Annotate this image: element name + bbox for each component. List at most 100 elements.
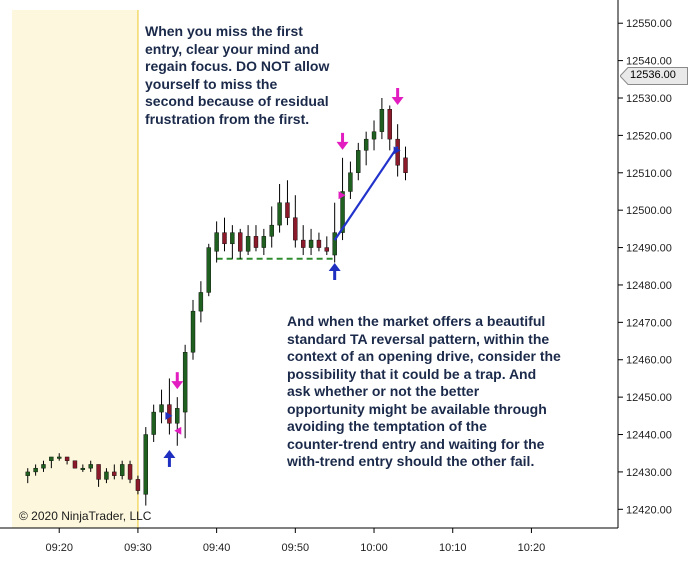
candle-body (214, 232, 219, 252)
x-tick-label: 09:40 (203, 542, 231, 554)
candle-body (261, 236, 267, 248)
candle-body (332, 232, 337, 256)
marker-triangle-right (165, 411, 173, 420)
annotation-bottom-line: counter-trend entry and waiting for the (287, 435, 545, 452)
y-tick-label: 12450.00 (626, 392, 672, 404)
current-price-label: 12536.00 (630, 69, 676, 81)
candle-body (135, 479, 141, 491)
marker-triangle-right (338, 191, 346, 200)
annotation-top: When you miss the first entry, clear you… (145, 23, 329, 128)
price-tag-shape (620, 67, 688, 85)
current-price-tag: 12536.00 (620, 67, 688, 85)
candle-body (190, 310, 196, 353)
annotation-bottom-line: And when the market offers a beautiful (287, 313, 546, 329)
candle-body (356, 150, 361, 173)
session-shade (12, 10, 138, 528)
y-tick-label: 12470.00 (626, 317, 672, 329)
candle-body (25, 471, 30, 476)
candle-body (293, 217, 298, 241)
candle-body (277, 202, 282, 226)
candle-body (64, 456, 70, 461)
y-tick-label: 12480.00 (626, 280, 672, 292)
candle-body (253, 236, 259, 248)
x-tick-label: 10:20 (518, 542, 546, 554)
annotation-bottom-line: avoiding the temptation of the (287, 418, 487, 434)
marker-arrow-up (163, 449, 176, 458)
y-tick-label: 12440.00 (626, 430, 672, 442)
candle-body (324, 247, 330, 252)
candle-body (88, 464, 93, 469)
marker-triangle-right (393, 146, 401, 155)
annotation-bottom-line: with-trend entry should the other fail. (287, 453, 535, 469)
candle-body (112, 471, 117, 476)
y-tick-label: 12530.00 (626, 93, 672, 105)
candle-body (245, 236, 251, 252)
marker-arrow-down (336, 141, 349, 150)
candle-body (119, 464, 125, 476)
marker-arrow-down-shaft (396, 88, 400, 98)
y-tick-label: 12460.00 (626, 355, 672, 367)
candle-body (363, 138, 369, 151)
annotation-top-line: entry, clear your mind and (145, 40, 320, 57)
marker-triangle-left (174, 426, 182, 435)
marker-arrow-down (171, 381, 184, 390)
candle-body (379, 109, 385, 132)
candle-body (371, 131, 377, 140)
x-tick-label: 09:30 (124, 542, 152, 554)
candle-body (308, 239, 314, 248)
candle-body (127, 464, 133, 480)
marker-arrow-down (391, 97, 404, 105)
marker-arrow-up-shaft (333, 270, 337, 280)
y-tick-label: 12490.00 (626, 243, 672, 255)
candle-body (198, 292, 204, 312)
annotation-top-line: yourself to miss the (145, 75, 278, 92)
y-tick-label: 12520.00 (626, 130, 672, 142)
candle-body (57, 456, 62, 459)
y-tick-label: 12430.00 (626, 467, 672, 479)
candle-body (104, 471, 109, 480)
candle-body (72, 460, 78, 469)
annotation-top-line: When you miss the first (145, 23, 303, 39)
candle-body (159, 404, 164, 413)
x-tick-label: 09:50 (282, 542, 310, 554)
candle-body (300, 239, 306, 248)
candle-body (96, 464, 101, 480)
candle-body (340, 191, 345, 233)
annotation-bottom-line: opportunity might be available through (287, 400, 547, 417)
candle-body (403, 157, 408, 173)
annotation-bottom: And when the market offers a beautiful s… (287, 313, 561, 471)
candle-body (230, 232, 235, 245)
marker-arrow-down-shaft (175, 372, 179, 383)
candle-body (182, 352, 188, 413)
y-tick-label: 12540.00 (626, 56, 672, 68)
marker-arrow-up-shaft (167, 456, 171, 467)
candle-body (348, 172, 353, 192)
candle-body (206, 247, 211, 293)
candle-body (49, 456, 54, 461)
annotation-bottom-line: context of an opening drive, consider th… (287, 348, 561, 364)
candle-body (387, 109, 392, 140)
candle-body (316, 239, 322, 248)
y-tick-label: 12420.00 (626, 504, 672, 516)
y-tick-label: 12510.00 (626, 168, 672, 180)
x-tick-label: 10:10 (439, 542, 467, 554)
annotation-top-line: second because of residual (145, 93, 329, 109)
copyright-text: © 2020 NinjaTrader, LLC (19, 509, 152, 523)
candle-body (285, 202, 290, 218)
candle-body (175, 408, 180, 424)
candle-body (269, 224, 274, 237)
annotation-top-line: frustration from the first. (145, 110, 310, 127)
y-tick-label: 12500.00 (626, 205, 672, 217)
annotation-bottom-line: standard TA reversal pattern, within the (287, 330, 550, 347)
candle-body (238, 232, 243, 252)
candle-body (151, 411, 156, 435)
annotation-bottom-line: ask whether or not the better (287, 383, 480, 399)
annotation-bottom-line: possibility that it could be a trap. And (287, 365, 537, 382)
candle-body (222, 232, 227, 245)
y-tick-label: 12550.00 (626, 18, 672, 30)
marker-arrow-down-shaft (341, 132, 345, 143)
candle-body (80, 467, 86, 470)
trend-line (333, 145, 399, 241)
candle-body (41, 464, 46, 469)
